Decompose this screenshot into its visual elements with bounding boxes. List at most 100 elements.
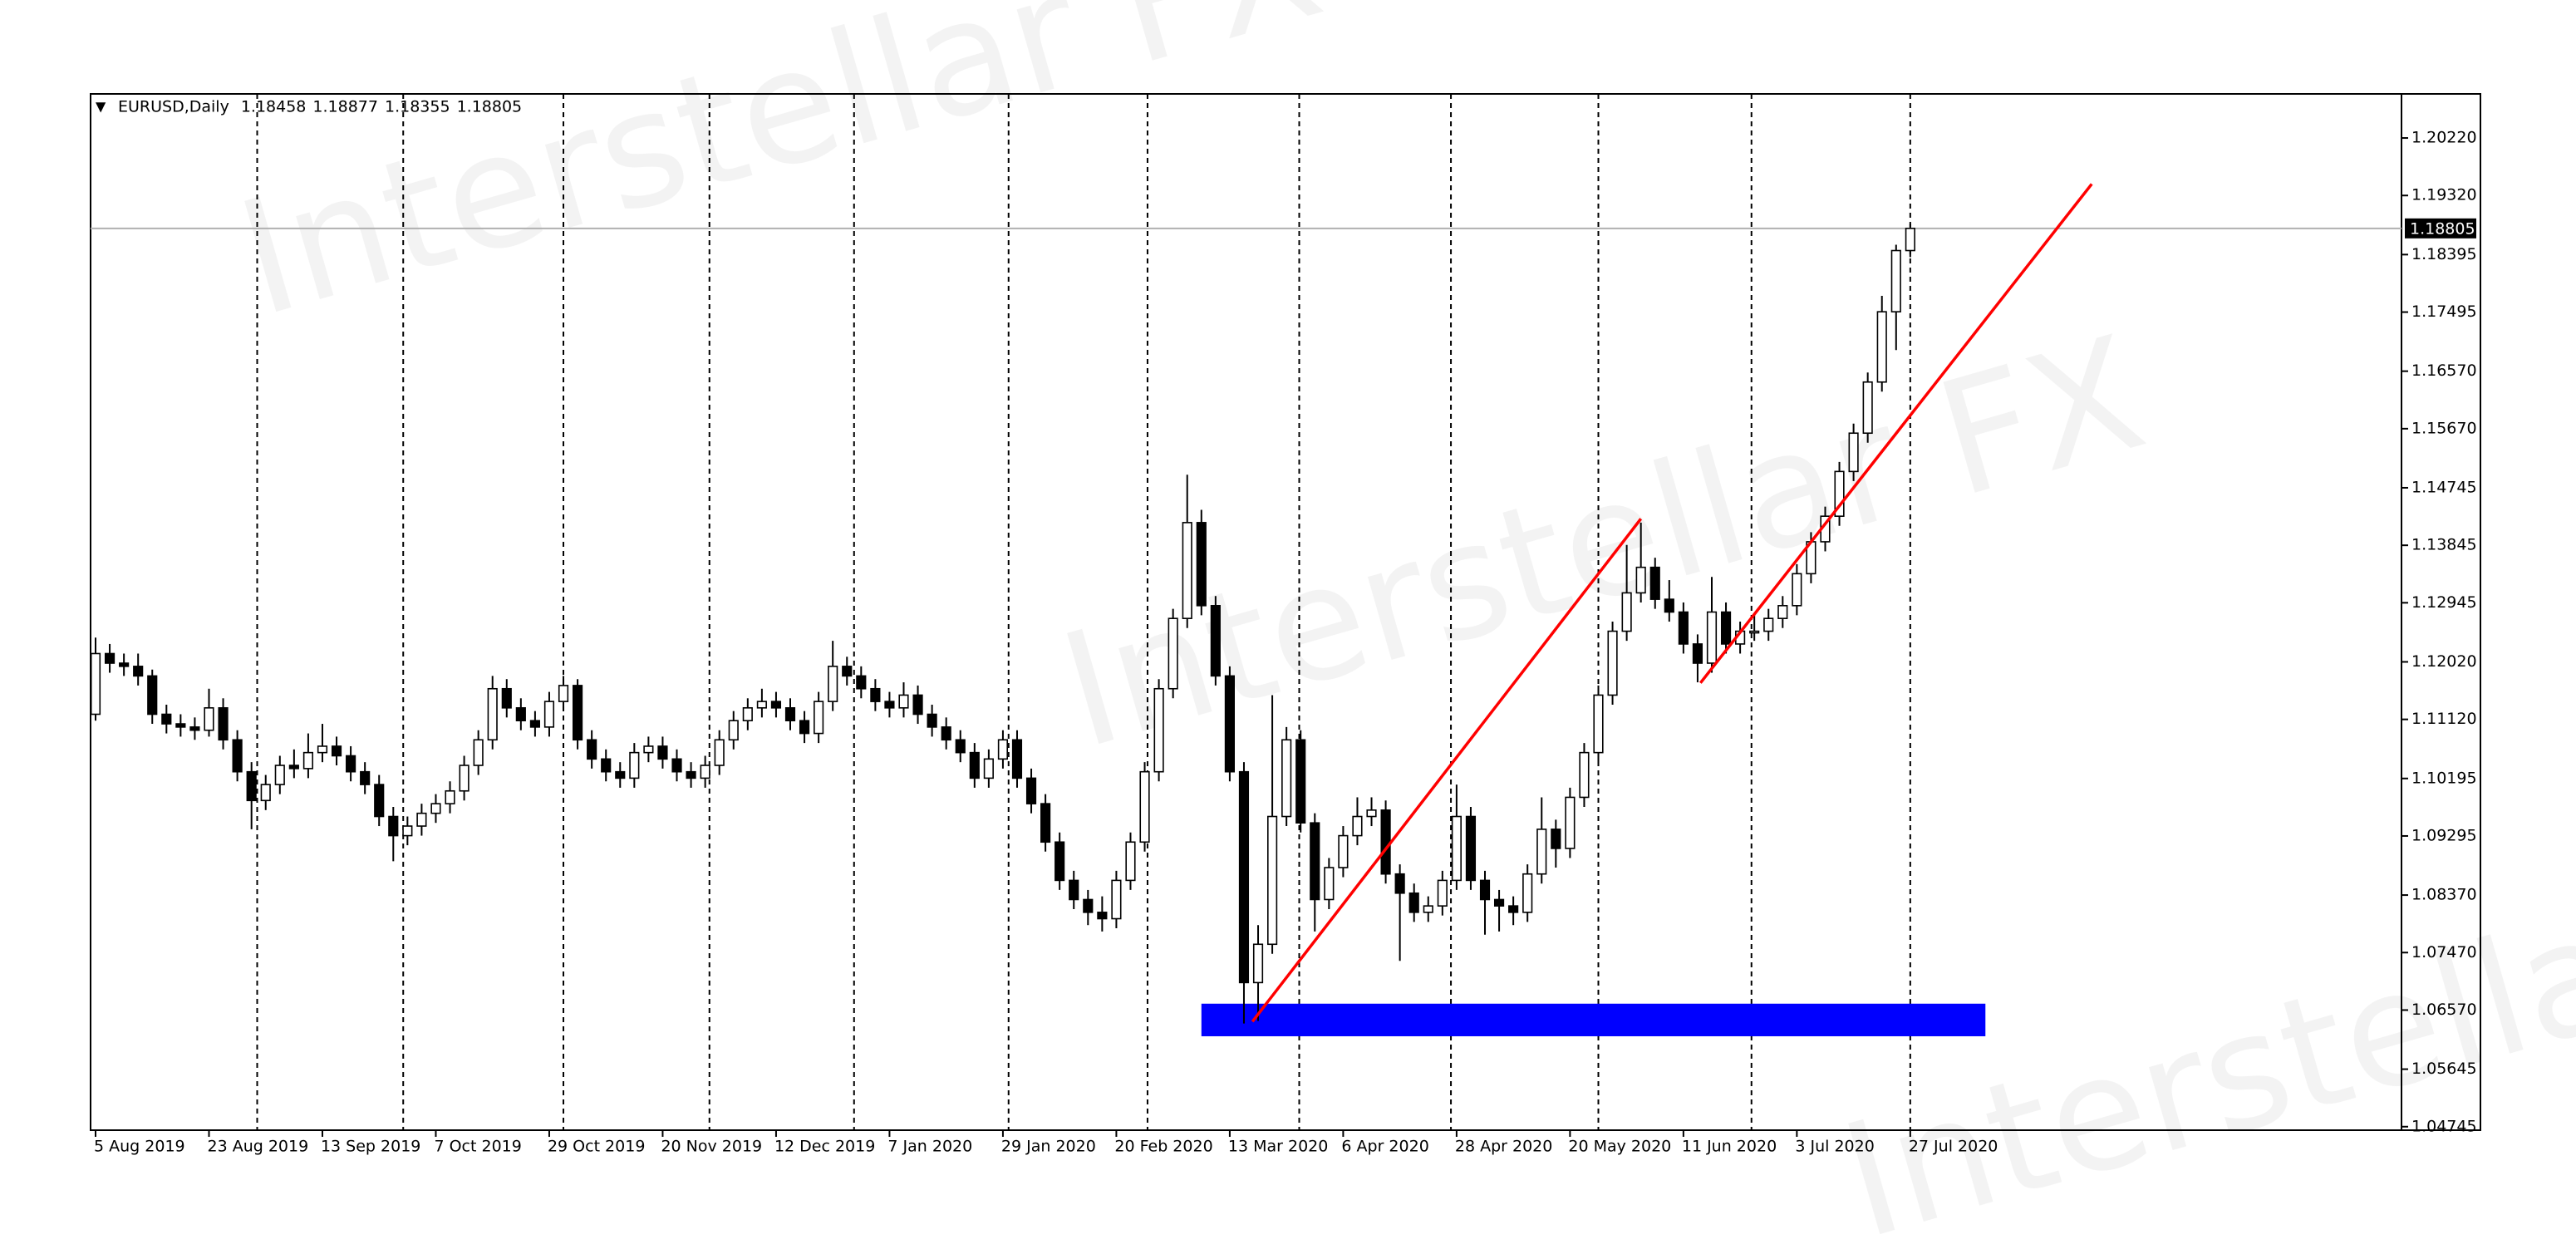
candle-body: [1890, 249, 1901, 312]
candle-body: [416, 812, 427, 827]
candle-body: [1465, 815, 1477, 882]
watermarks: Interstellar FX Interstellar FX Interste…: [221, 0, 2576, 1254]
candle-body: [686, 770, 696, 779]
candle-body: [133, 666, 144, 677]
y-tick-label: 1.06570: [2411, 1001, 2477, 1019]
candle-body: [1281, 739, 1292, 818]
candle-body: [1011, 739, 1023, 779]
x-tick-label: 20 Feb 2020: [1114, 1138, 1212, 1156]
current-price-label: 1.18805: [2410, 219, 2475, 238]
candle-body: [218, 707, 229, 741]
candle-body: [572, 685, 583, 741]
candle-body: [1408, 892, 1419, 913]
candle-body: [346, 755, 356, 773]
candle-body: [969, 751, 980, 779]
x-tick-label: 29 Oct 2019: [548, 1138, 645, 1156]
candle-body: [1593, 694, 1604, 754]
candle-body: [1565, 796, 1576, 849]
x-tick-label: 20 May 2020: [1568, 1138, 1671, 1156]
candle-body: [1635, 566, 1646, 594]
candle-body: [204, 707, 214, 731]
candle-body: [1848, 432, 1859, 473]
x-tick-label: 27 Jul 2020: [1909, 1138, 1998, 1156]
candle-body: [983, 758, 994, 779]
candle-body: [1324, 867, 1335, 901]
candle-body: [1423, 905, 1433, 913]
candle-body: [558, 685, 569, 702]
candle-body: [104, 652, 116, 664]
y-tick-label: 1.15670: [2411, 419, 2477, 437]
y-tick-label: 1.12945: [2411, 593, 2477, 612]
candle-body: [1763, 617, 1774, 632]
candle-body: [445, 789, 455, 804]
candle-body: [515, 707, 526, 721]
candle-body: [1437, 879, 1448, 907]
trendline: [1698, 183, 2093, 684]
x-tick-label: 28 Apr 2020: [1455, 1138, 1552, 1156]
candle-body: [1054, 841, 1065, 882]
candle-body: [1621, 592, 1632, 632]
candle-body: [1451, 815, 1462, 882]
candle-body: [1139, 770, 1150, 843]
candle-body: [856, 675, 867, 690]
candle-body: [1267, 815, 1278, 946]
menu-arrow[interactable]: ▼: [96, 99, 106, 115]
candle-body: [430, 803, 441, 814]
candle-body: [1607, 630, 1618, 696]
candle-body: [615, 770, 626, 779]
candle-body: [91, 652, 101, 716]
candle-body: [1493, 898, 1505, 907]
candle-body: [870, 687, 881, 702]
candle-body: [1310, 822, 1320, 901]
symbol: EURUSD,Daily: [118, 98, 229, 116]
candle-body: [274, 765, 285, 785]
x-tick-label: 6 Apr 2020: [1341, 1138, 1428, 1156]
candle-body: [997, 739, 1009, 760]
candle-body: [1040, 803, 1051, 843]
y-tick-label: 1.16570: [2411, 361, 2477, 380]
x-tick-label: 13 Sep 2019: [321, 1138, 420, 1156]
candle-body: [119, 662, 130, 667]
candle-body: [1876, 311, 1887, 383]
candle-body: [756, 701, 767, 709]
candle-body: [1551, 829, 1561, 849]
y-tick-label: 1.07470: [2411, 943, 2477, 961]
candle-body: [161, 713, 172, 725]
candle-body: [1508, 905, 1519, 913]
candle-body: [1394, 873, 1405, 894]
candle-body: [374, 784, 385, 818]
candle-body: [1706, 611, 1718, 664]
candle-body: [360, 770, 371, 785]
candle-body: [728, 720, 739, 741]
y-tick-label: 1.13845: [2411, 536, 2477, 554]
candle-body: [1579, 751, 1590, 799]
x-tick-label: 11 Jun 2020: [1682, 1138, 1777, 1156]
candle-body: [770, 701, 782, 709]
trendline: [1251, 518, 1643, 1023]
candle-body: [1338, 834, 1349, 868]
candle-body: [1210, 605, 1221, 677]
candle-body: [1678, 611, 1689, 645]
candle-body: [1352, 815, 1363, 837]
candle-body: [1834, 470, 1845, 517]
candle-body: [402, 825, 413, 837]
candle-body: [1479, 879, 1491, 901]
y-tick-label: 1.14745: [2411, 478, 2477, 496]
candle-body: [1168, 617, 1178, 690]
x-tick-label: 29 Jan 2020: [1001, 1138, 1096, 1156]
y-tick-label: 1.12020: [2411, 652, 2477, 671]
candle-body: [302, 751, 314, 770]
candle-body: [1224, 675, 1235, 773]
candle-body: [671, 758, 682, 773]
candle-body: [1649, 566, 1660, 600]
candle-body: [1252, 943, 1264, 984]
candle-body: [814, 701, 824, 735]
plot-area: [91, 94, 2401, 1130]
y-tick-label: 1.19320: [2411, 186, 2477, 204]
candle-body: [1069, 879, 1079, 901]
candle-body: [941, 726, 951, 741]
candle-body: [643, 745, 654, 754]
candle-body: [1536, 829, 1547, 875]
